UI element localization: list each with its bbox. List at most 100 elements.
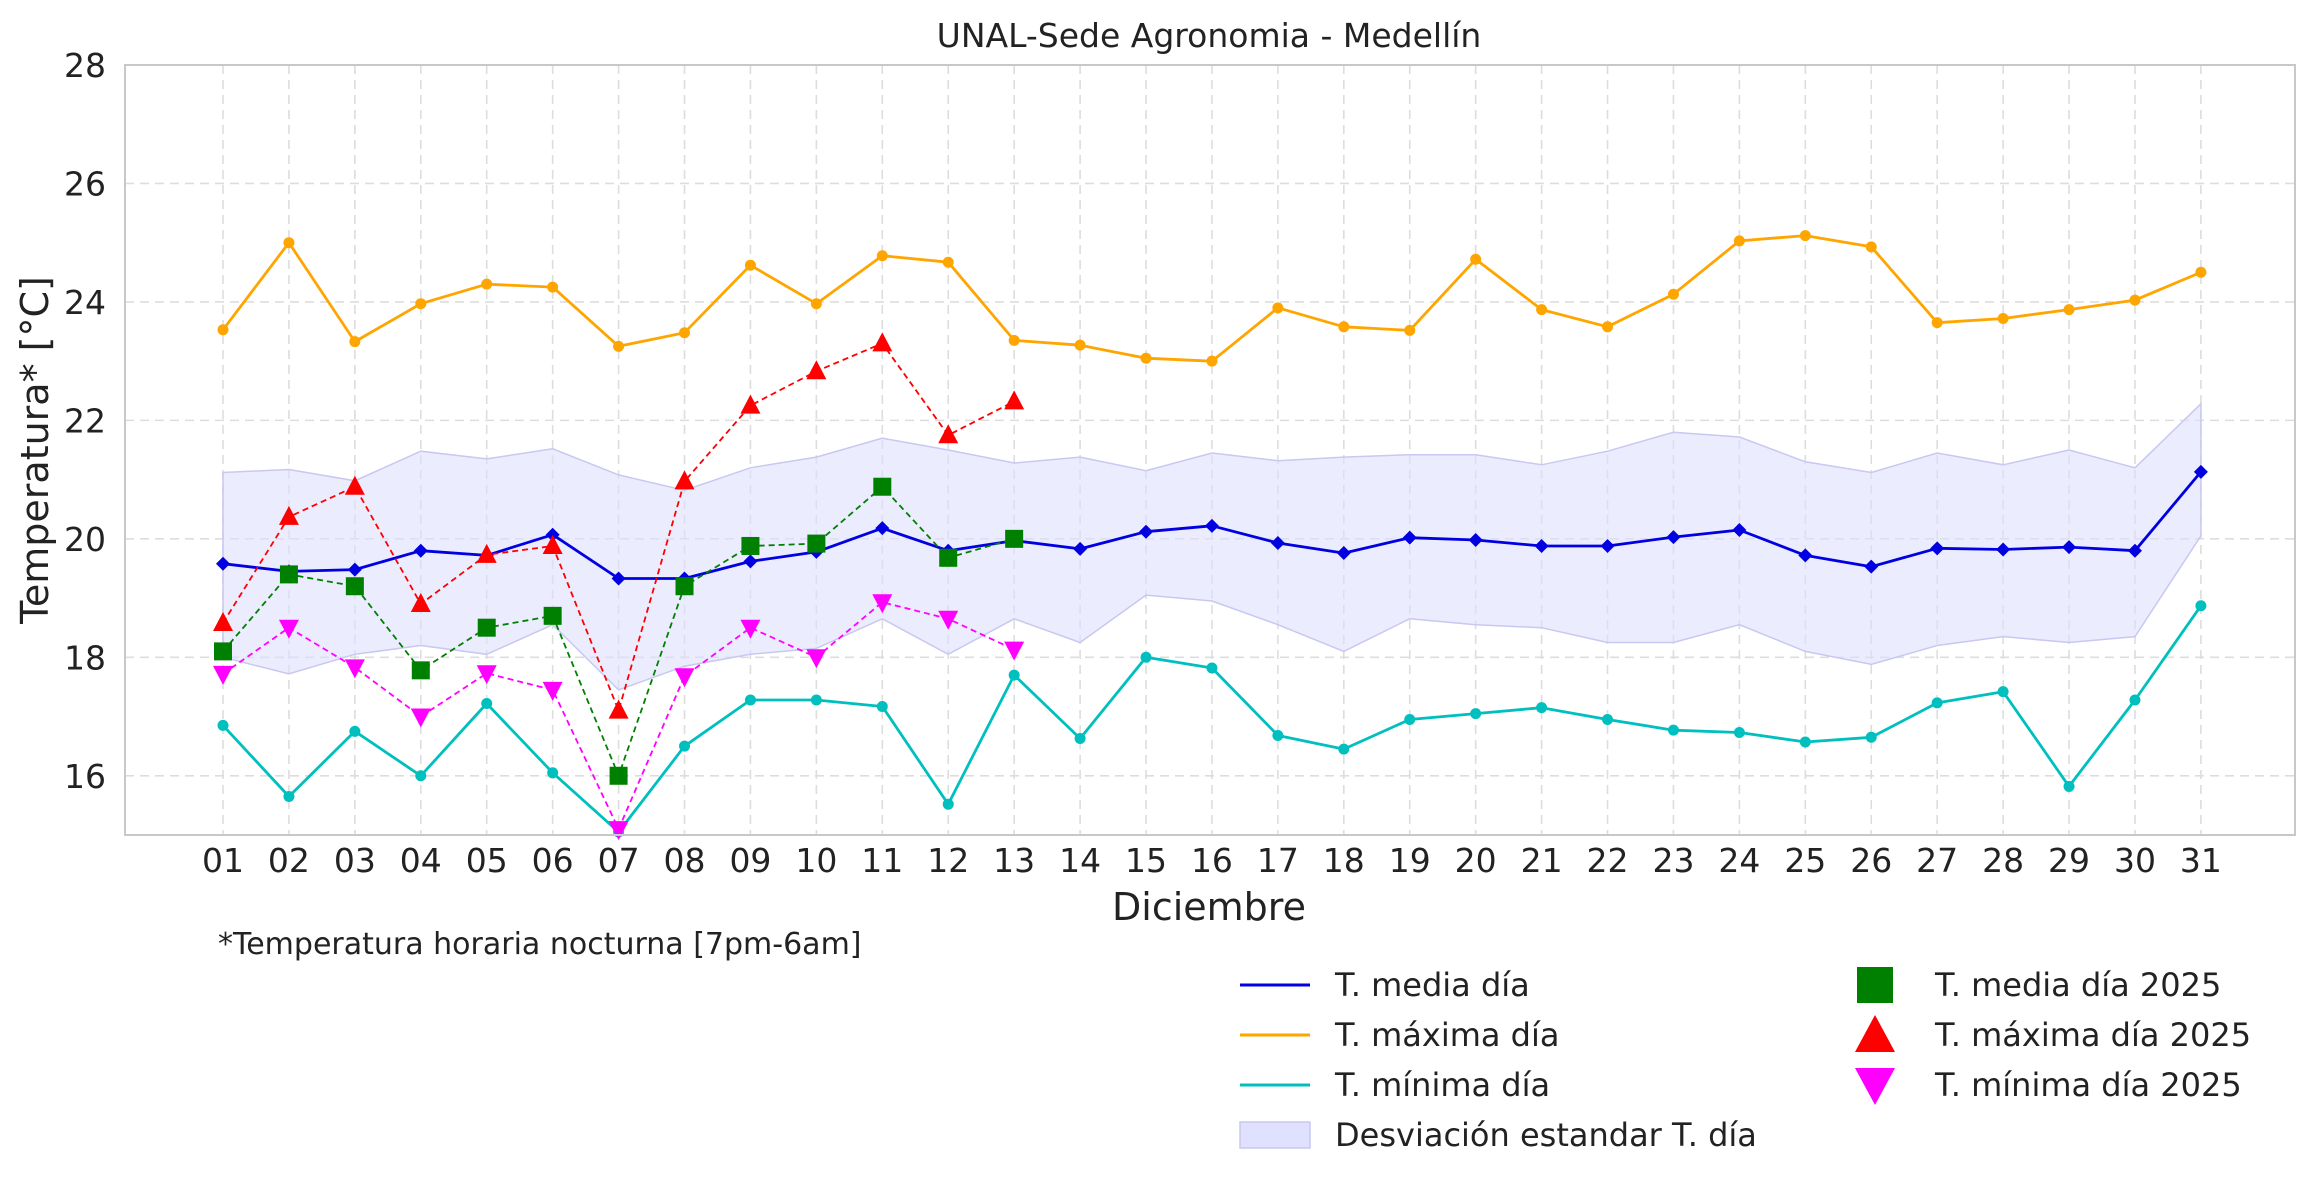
point-min [2195,600,2206,611]
point-mean-2025 [544,607,562,625]
temperature-chart: UNAL-Sede Agronomia - Medellín 16 18 20 22 2… [0,0,2314,1185]
legend-label: T. media día [1334,966,1530,1004]
point-mean-2025 [412,661,430,679]
x-tick-label: 17 [1257,841,1299,880]
x-tick-label: 15 [1125,841,1167,880]
y-tick-label: 28 [64,46,106,85]
point-min [877,701,888,712]
point-min [1075,733,1086,744]
point-min [1734,727,1745,738]
point-max [1998,313,2009,324]
point-max [2129,295,2140,306]
point-max [2064,304,2075,315]
point-max [481,279,492,290]
point-max [1668,289,1679,300]
y-tick-label: 18 [64,638,106,677]
chart-title: UNAL-Sede Agronomia - Medellín [937,16,1482,55]
point-min [1998,686,2009,697]
point-min [1536,702,1547,713]
x-tick-label: 24 [1718,841,1760,880]
point-min [1470,708,1481,719]
x-tick-label: 26 [1850,841,1892,880]
y-tick-label: 26 [64,164,106,203]
x-tick-label: 11 [861,841,903,880]
legend-label: T. mínima día 2025 [1934,1066,2242,1104]
y-tick-label: 20 [64,520,106,559]
footnote: *Temperatura horaria nocturna [7pm-6am] [218,927,862,962]
x-tick-label: 18 [1323,841,1365,880]
point-max [679,327,690,338]
point-max [218,324,229,335]
x-tick-label: 03 [334,841,376,880]
point-min [1404,714,1415,725]
x-tick-label: 14 [1059,841,1101,880]
point-max [1536,304,1547,315]
y-axis-label: Temperatura* [°C] [13,276,57,625]
point-min [481,698,492,709]
point-min [1338,744,1349,755]
x-tick-label: 16 [1191,841,1233,880]
point-mean-2025 [741,537,759,555]
legend-label: T. máxima día 2025 [1934,1016,2251,1054]
point-mean-2025 [873,478,891,496]
y-tick-label: 24 [64,283,106,322]
point-max [1800,230,1811,241]
point-min [1009,670,1020,681]
x-tick-label: 04 [400,841,442,880]
y-tick-label: 22 [64,401,106,440]
x-tick-label: 09 [729,841,771,880]
point-max [943,257,954,268]
point-min [1141,652,1152,663]
point-mean-2025 [676,577,694,595]
point-max [877,250,888,261]
legend-label: T. mínima día [1334,1066,1550,1104]
point-min [547,767,558,778]
x-tick-label: 07 [598,841,640,880]
x-tick-label: 10 [795,841,837,880]
x-tick-label: 28 [1982,841,2024,880]
point-min [2064,781,2075,792]
point-min [811,694,822,705]
x-tick-label: 08 [664,841,706,880]
x-tick-label: 05 [466,841,508,880]
point-min [349,726,360,737]
point-min [218,720,229,731]
point-max [1075,340,1086,351]
point-mean-2025 [939,549,957,567]
point-min [1272,730,1283,741]
point-mean-2025 [807,535,825,553]
x-tick-label: 23 [1652,841,1694,880]
x-tick-label: 25 [1784,841,1826,880]
point-max [283,237,294,248]
point-min [1206,662,1217,673]
point-max [745,260,756,271]
point-mean-2025 [610,767,628,785]
point-min [1602,714,1613,725]
y-tick-label: 16 [64,757,106,796]
x-tick-label: 21 [1521,841,1563,880]
point-min [943,799,954,810]
legend-label: T. máxima día [1334,1016,1559,1054]
x-tick-label: 29 [2048,841,2090,880]
point-max [1141,353,1152,364]
point-max [2195,267,2206,278]
point-max [1470,254,1481,265]
point-min [283,791,294,802]
point-max [613,341,624,352]
legend-label: Desviación estandar T. día [1335,1116,1757,1154]
point-mean-2025 [280,565,298,583]
point-max [1009,335,1020,346]
point-min [1866,732,1877,743]
point-max [1602,321,1613,332]
x-tick-label: 13 [993,841,1035,880]
point-max [1734,235,1745,246]
point-min [679,741,690,752]
point-min [745,694,756,705]
point-max [1866,241,1877,252]
x-tick-label: 31 [2180,841,2222,880]
point-min [1800,737,1811,748]
point-max [1272,302,1283,313]
point-min [1668,725,1679,736]
point-mean-2025 [1005,530,1023,548]
x-tick-label: 02 [268,841,310,880]
